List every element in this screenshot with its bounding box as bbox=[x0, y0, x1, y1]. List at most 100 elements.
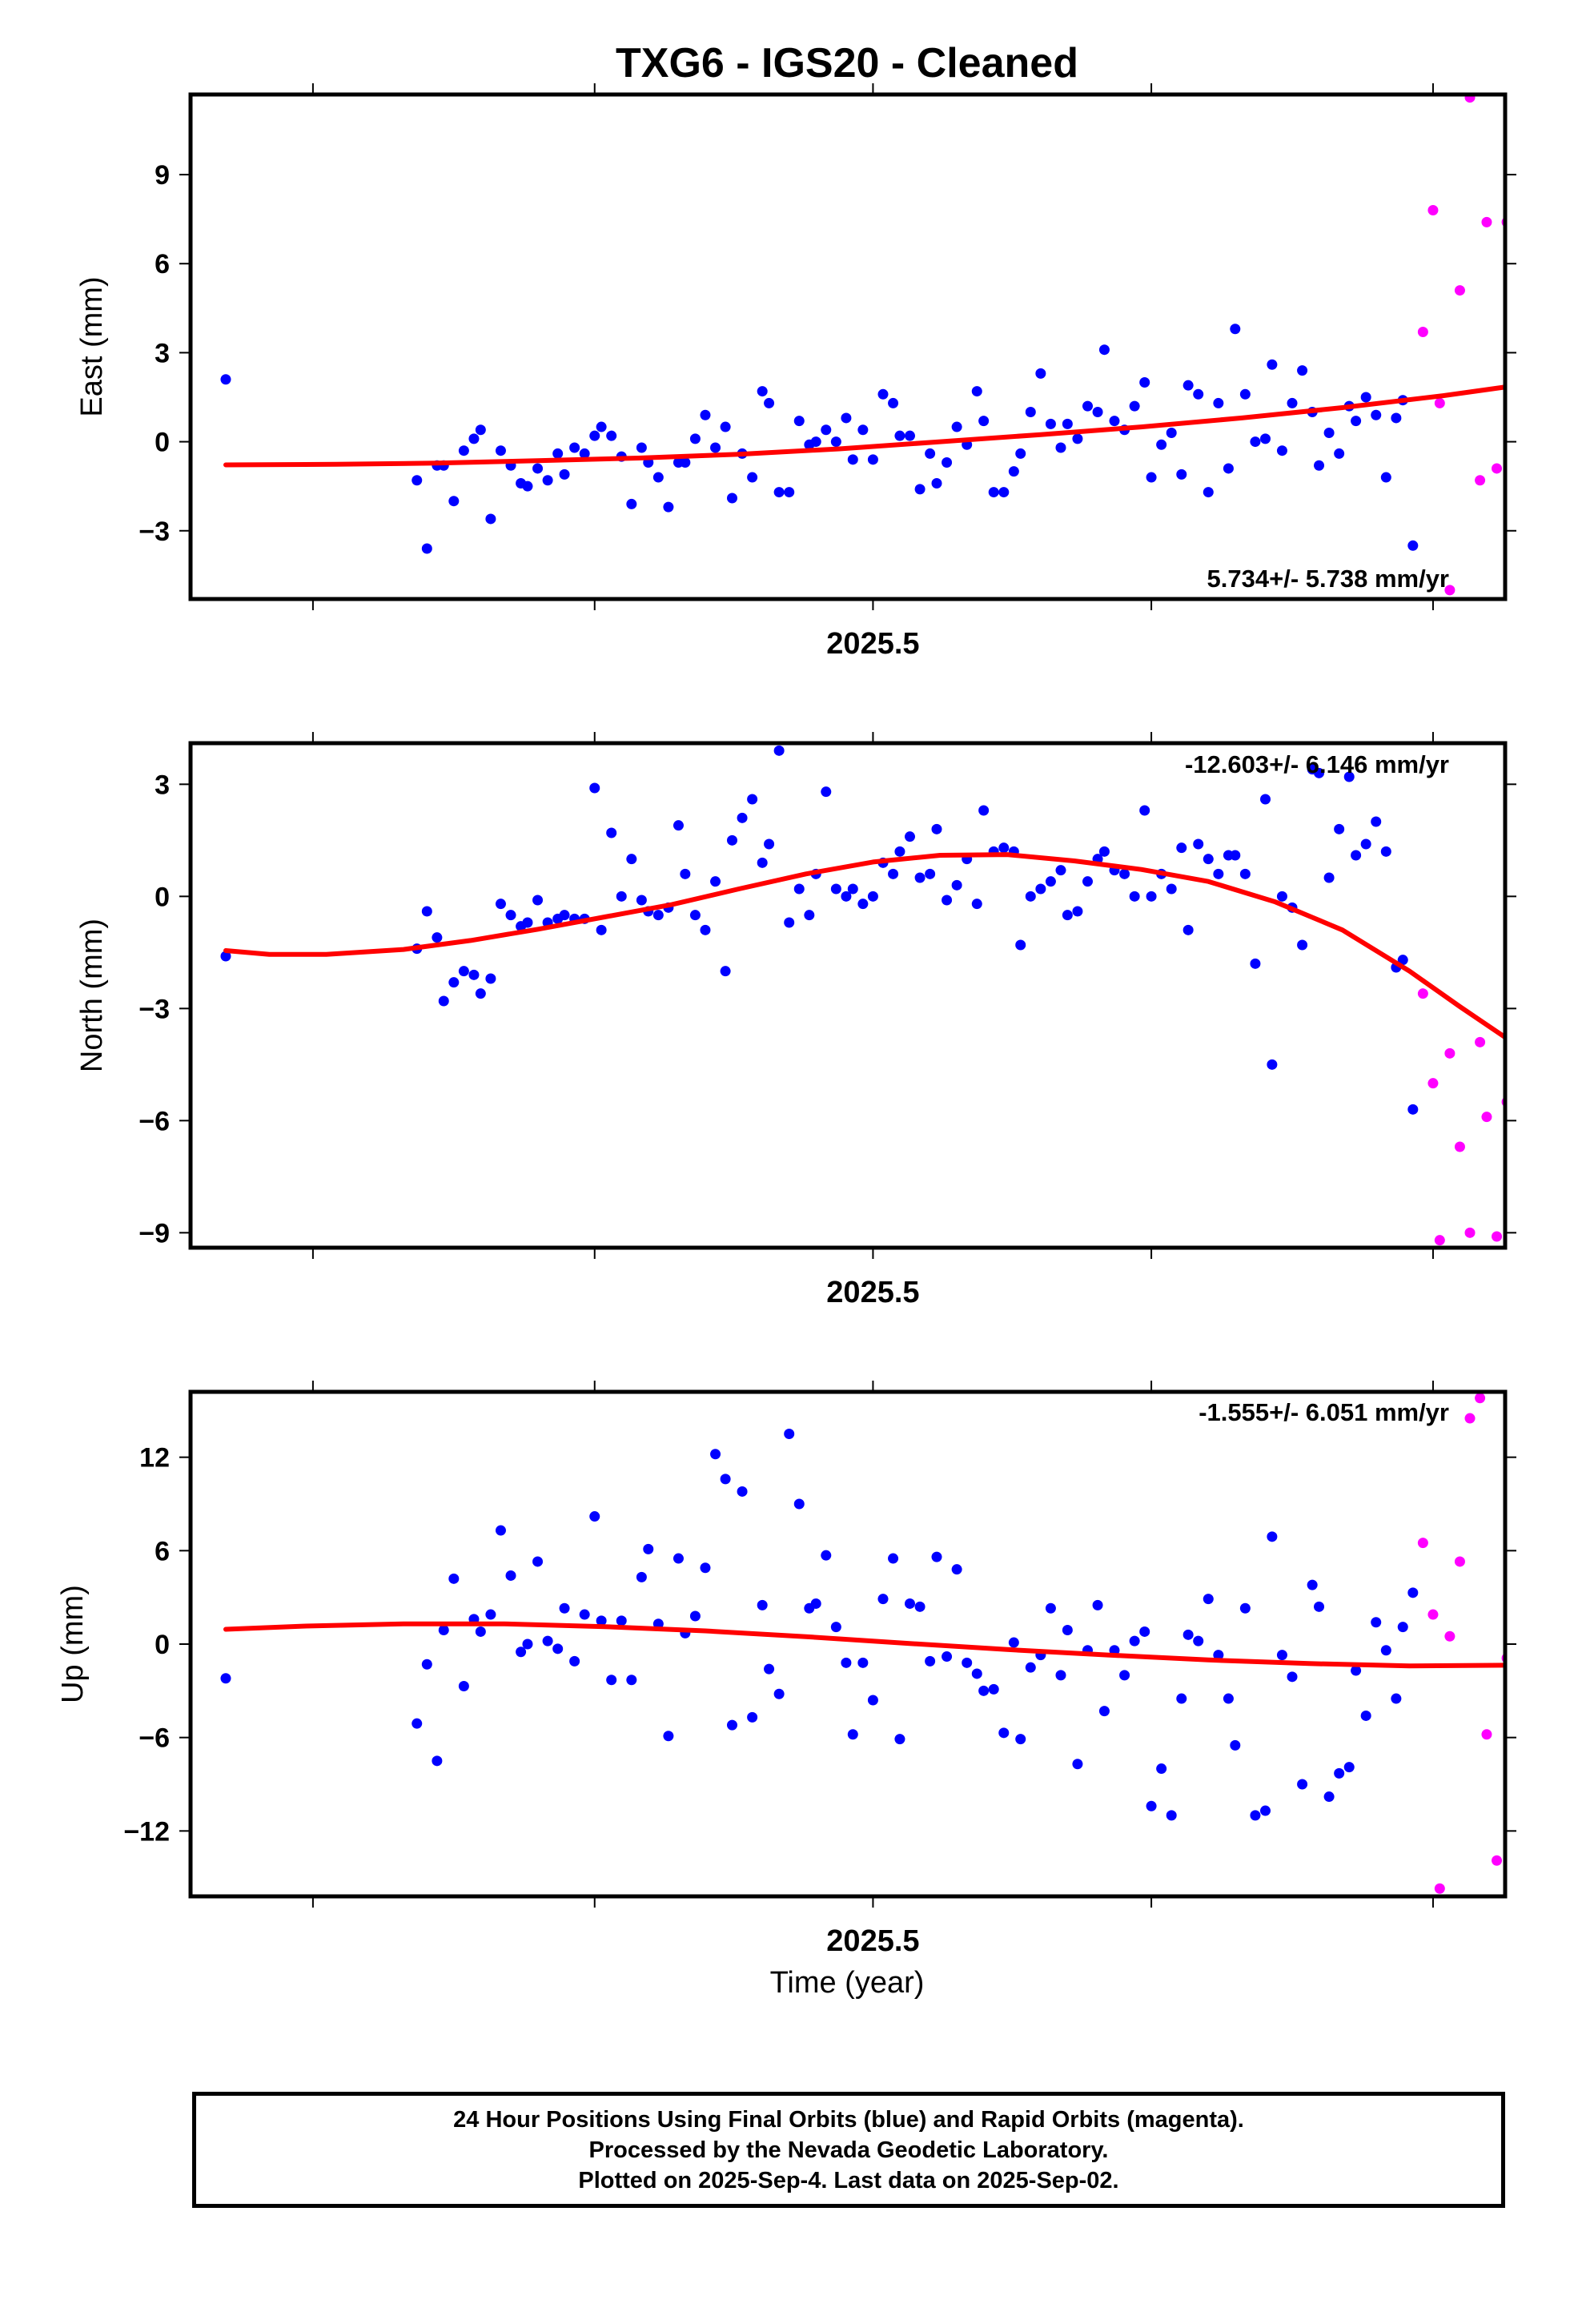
up-final-point bbox=[841, 1657, 852, 1668]
up-final-point bbox=[1139, 1626, 1150, 1637]
up-final-point bbox=[1062, 1625, 1073, 1635]
east-final-point bbox=[569, 442, 580, 453]
up-y-tick-label: 12 bbox=[139, 1443, 170, 1474]
north-rapid-point bbox=[1434, 1235, 1445, 1246]
north-final-point bbox=[1323, 872, 1335, 883]
north-final-point bbox=[1193, 838, 1204, 850]
east-final-point bbox=[1267, 359, 1278, 370]
east-final-point bbox=[1062, 418, 1073, 429]
east-final-point bbox=[1092, 407, 1103, 418]
up-final-point bbox=[1250, 1810, 1261, 1821]
north-final-point bbox=[857, 899, 869, 910]
up-final-point bbox=[475, 1626, 486, 1637]
east-final-point bbox=[877, 388, 889, 400]
east-final-point bbox=[468, 433, 480, 444]
up-final-point bbox=[495, 1525, 506, 1536]
north-final-point bbox=[1343, 771, 1355, 782]
north-final-point bbox=[726, 834, 737, 846]
up-final-point bbox=[689, 1610, 701, 1622]
east-final-point bbox=[793, 416, 805, 427]
east-final-point bbox=[1371, 409, 1382, 420]
up-final-point bbox=[412, 1718, 423, 1729]
up-final-point bbox=[971, 1668, 982, 1679]
east-final-point bbox=[1025, 407, 1036, 418]
east-final-point bbox=[951, 421, 962, 432]
north-rapid-point bbox=[1417, 988, 1428, 999]
east-final-point bbox=[448, 496, 460, 507]
north-final-point bbox=[616, 891, 627, 902]
east-final-point bbox=[1250, 436, 1261, 448]
up-final-point bbox=[1230, 1739, 1241, 1751]
up-final-point bbox=[606, 1675, 617, 1686]
north-final-point bbox=[1035, 883, 1046, 895]
up-final-point bbox=[951, 1564, 962, 1575]
east-final-point bbox=[700, 409, 711, 420]
east-final-point bbox=[1082, 400, 1093, 412]
north-y-axis-title: North (mm) bbox=[75, 919, 109, 1072]
up-y-tick-label: −6 bbox=[139, 1723, 170, 1754]
north-final-point bbox=[1314, 767, 1325, 778]
east-final-point bbox=[1323, 427, 1335, 438]
up-final-point bbox=[710, 1449, 721, 1460]
east-final-point bbox=[1015, 448, 1026, 459]
footer-line-processed: Processed by the Nevada Geodetic Laborat… bbox=[588, 2137, 1109, 2163]
north-rapid-point bbox=[1464, 1227, 1476, 1238]
north-final-point bbox=[1360, 838, 1371, 850]
north-final-point bbox=[485, 973, 496, 984]
north-final-point bbox=[1119, 868, 1130, 879]
east-final-point bbox=[1223, 463, 1234, 474]
north-final-point bbox=[888, 868, 899, 879]
x-axis-title: Time (year) bbox=[770, 1966, 925, 2000]
north-final-point bbox=[793, 883, 805, 895]
north-final-point bbox=[1139, 805, 1150, 816]
north-final-point bbox=[1082, 876, 1093, 887]
north-final-point bbox=[1045, 876, 1056, 887]
up-final-point bbox=[596, 1615, 607, 1626]
north-final-point bbox=[505, 910, 516, 921]
north-final-point bbox=[532, 895, 544, 906]
north-final-point bbox=[1213, 868, 1224, 879]
up-final-point bbox=[1176, 1693, 1187, 1704]
time-series-figure: TXG6 - IGS20 - Cleaned −3 0 3 6 9 2025.5 5.734… bbox=[56, 40, 1516, 2000]
east-final-point bbox=[784, 487, 795, 498]
up-rapid-point bbox=[1417, 1538, 1428, 1549]
north-final-point bbox=[438, 995, 449, 1007]
up-final-point bbox=[505, 1570, 516, 1581]
east-final-point bbox=[978, 416, 990, 427]
north-final-point bbox=[448, 977, 460, 988]
north-final-point bbox=[1334, 823, 1345, 834]
north-final-point bbox=[1129, 891, 1140, 902]
east-rate-label: 5.734+/- 5.738 mm/yr bbox=[1207, 565, 1449, 593]
east-final-point bbox=[1391, 412, 1402, 424]
up-final-point bbox=[931, 1551, 942, 1562]
east-final-point bbox=[841, 412, 852, 424]
north-final-point bbox=[458, 966, 469, 977]
up-final-point bbox=[1146, 1800, 1157, 1811]
up-rapid-point bbox=[1492, 1855, 1503, 1866]
east-panel: −3 0 3 6 9 2025.5 5.734+/- 5.738 mm/yr East (mm… bbox=[75, 83, 1516, 661]
east-final-point bbox=[720, 421, 731, 432]
up-y-tick-label: 0 bbox=[155, 1630, 170, 1660]
east-trend-fit-line bbox=[223, 384, 1505, 468]
east-final-point bbox=[971, 386, 982, 397]
east-final-point bbox=[1035, 368, 1046, 379]
east-final-point bbox=[458, 445, 469, 456]
footer-line-plotted: Plotted on 2025-Sep-4. Last data on 2025… bbox=[578, 2167, 1119, 2193]
east-rapid-point bbox=[1464, 94, 1476, 103]
up-rapid-point bbox=[1464, 1413, 1476, 1424]
east-final-point bbox=[532, 463, 544, 474]
up-final-point bbox=[421, 1659, 432, 1670]
north-final-point bbox=[680, 868, 691, 879]
up-final-point bbox=[904, 1598, 915, 1609]
north-final-point bbox=[421, 906, 432, 917]
north-final-point bbox=[904, 831, 915, 842]
up-final-point bbox=[1129, 1635, 1140, 1647]
up-final-point bbox=[894, 1734, 905, 1745]
east-frame bbox=[188, 92, 1508, 601]
north-final-point bbox=[1176, 842, 1187, 854]
east-rapid-point bbox=[1444, 585, 1456, 596]
east-final-point bbox=[1176, 468, 1187, 480]
up-final-point bbox=[1334, 1767, 1345, 1779]
north-final-point bbox=[914, 872, 926, 883]
up-final-point bbox=[793, 1498, 805, 1510]
